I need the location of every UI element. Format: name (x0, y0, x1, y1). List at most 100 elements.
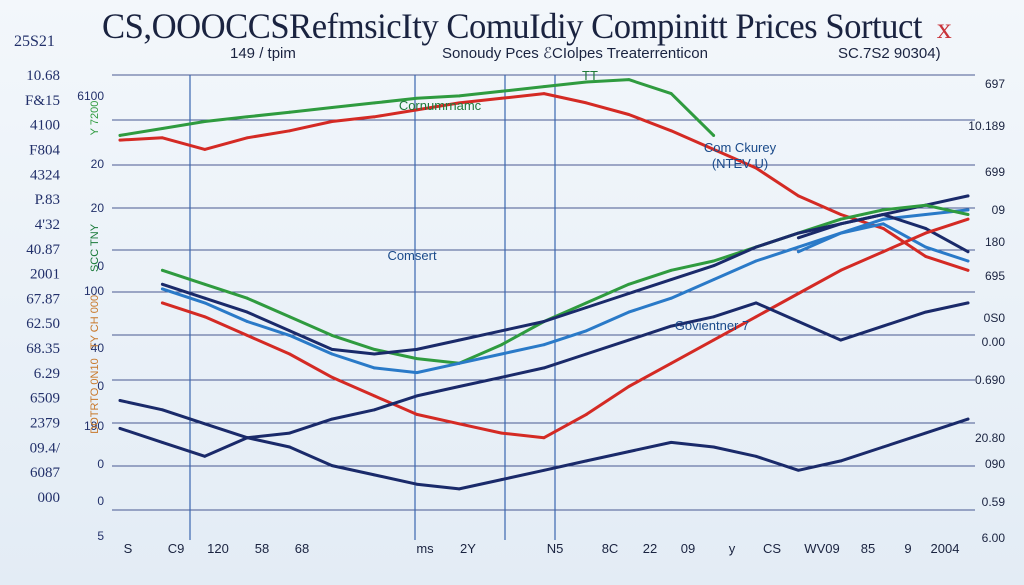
x-tick-label: ms (416, 541, 434, 556)
data-point (373, 366, 376, 370)
data-point (839, 217, 843, 221)
left-axis: 10.68 F&15 4100 F804 4324 P.83 4'32 40.87 2001 67… (25, 68, 61, 506)
x-tick-label: C9 (168, 541, 185, 556)
data-point (415, 347, 419, 351)
right-tick-label: 0.59 (982, 495, 1006, 509)
data-point (203, 282, 207, 286)
data-point (712, 278, 715, 281)
data-point (245, 320, 249, 323)
data-point (585, 329, 588, 333)
data-point (924, 227, 927, 230)
data-point (627, 310, 631, 314)
x-tick-label: WV09 (804, 541, 839, 556)
inner-tick-label: 100 (84, 284, 104, 298)
data-point (118, 134, 122, 137)
data-point (415, 357, 419, 361)
corner-label: 25S21 (14, 33, 55, 50)
y-tick-label: 4324 (30, 167, 61, 183)
data-point (330, 352, 334, 356)
data-point (797, 231, 800, 235)
rotated-labels: Y 7200 SCC TNY TY CH 000 DOTRTO 0N10 (89, 101, 101, 434)
data-point (669, 268, 673, 272)
series-line (160, 222, 970, 375)
data-point (712, 315, 715, 319)
data-point (118, 138, 122, 142)
data-point (288, 110, 291, 114)
data-point (754, 259, 758, 263)
data-point (797, 194, 800, 198)
data-point (500, 431, 503, 435)
y-tick-label: 000 (38, 490, 61, 506)
data-point (288, 315, 291, 319)
data-point (373, 115, 376, 119)
data-point (712, 264, 715, 268)
data-point (288, 334, 291, 337)
data-point (924, 310, 927, 314)
annotation-label: Cornumrnamc (399, 98, 482, 113)
data-point (966, 250, 970, 254)
annotation-label: TT (582, 68, 598, 83)
data-point (924, 245, 927, 249)
data-point (373, 408, 376, 412)
bottom-axis: S C9 120 58 68 ms 2Y N5 8C 22 09 y CS WV09 85 9 2004 (124, 541, 960, 556)
data-point (457, 361, 461, 365)
x-tick-label: 120 (207, 541, 229, 556)
data-point (754, 301, 758, 305)
data-point (881, 213, 885, 216)
inner-tick-label: 40 (91, 341, 105, 355)
y-tick-label: 40.87 (26, 242, 60, 258)
series-line (796, 194, 970, 240)
data-point (542, 320, 546, 323)
data-point (585, 101, 588, 105)
data-point (500, 343, 503, 347)
data-point (585, 306, 588, 309)
data-point (669, 278, 673, 281)
data-point (839, 231, 843, 235)
y-tick-label: 68.35 (26, 341, 60, 357)
data-point (542, 366, 546, 370)
data-point (330, 375, 334, 379)
right-axis: 697 10.189 699 09 180 695 0S0 0.00 0.690 20.80 090… (968, 77, 1005, 545)
x-tick-label: y (729, 541, 736, 556)
series-5 (160, 213, 970, 356)
data-point (457, 385, 461, 388)
data-point (669, 296, 673, 300)
x-tick-label: 58 (255, 541, 269, 556)
data-point (627, 385, 631, 388)
data-point (881, 217, 885, 221)
data-point (839, 338, 843, 342)
data-point (712, 338, 715, 342)
data-point (966, 268, 970, 272)
series-line (160, 213, 970, 356)
data-point (330, 106, 334, 109)
series-0 (118, 78, 716, 137)
x-tick-label: 85 (861, 541, 875, 556)
data-point (669, 361, 673, 365)
y-tick-label: 6509 (30, 391, 60, 407)
data-point (627, 78, 631, 82)
right-tick-label: 10.189 (968, 119, 1005, 133)
series-7 (160, 217, 970, 440)
data-point (415, 394, 419, 398)
right-tick-label: 697 (985, 77, 1005, 91)
data-point (585, 80, 588, 84)
data-point (118, 427, 122, 430)
data-point (627, 113, 631, 116)
rotated-label: SCC TNY (89, 223, 101, 272)
right-tick-label: 695 (985, 269, 1005, 283)
data-point (712, 445, 715, 449)
data-point (881, 222, 885, 226)
inner-tick-label: 0 (97, 494, 104, 508)
y-tick-label: 4100 (30, 118, 60, 134)
series-line (118, 417, 970, 491)
data-point (797, 250, 800, 254)
data-point (542, 436, 546, 440)
series-line (160, 217, 970, 440)
subtitle-center: Sonoudy Pces ℰCIolpes Treaterrenticon (442, 45, 708, 62)
data-point (373, 347, 376, 351)
inner-tick-label: 20 (91, 157, 105, 171)
data-point (415, 482, 419, 486)
x-tick-label: 68 (295, 541, 309, 556)
x-tick-label: N5 (547, 541, 564, 556)
series-9 (118, 417, 970, 491)
